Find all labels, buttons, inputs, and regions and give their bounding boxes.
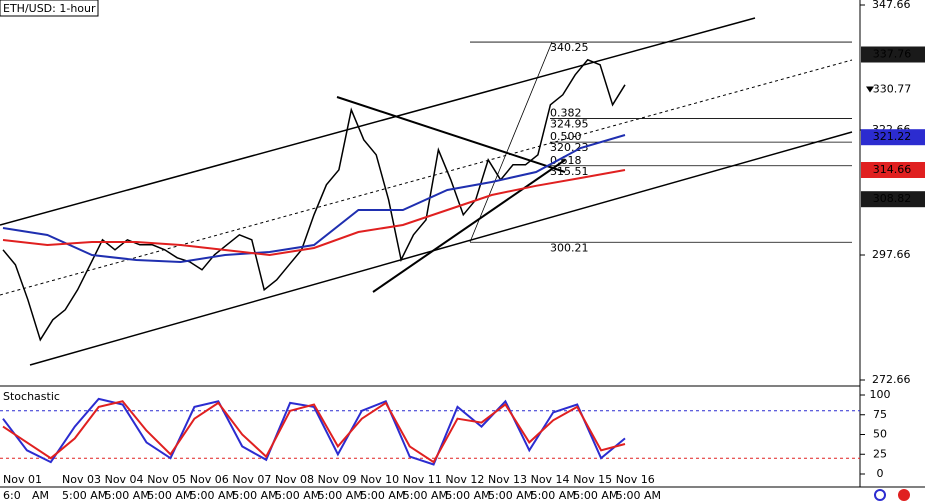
x-date-label: Nov 03 <box>62 473 101 486</box>
fib-ratio-label: 0.500 <box>550 130 582 143</box>
price-tag <box>861 129 925 146</box>
price-line <box>2 58 626 342</box>
stoch-line <box>2 397 626 466</box>
price-tag <box>861 46 925 63</box>
x-time-label: 5:00 AM <box>573 489 618 502</box>
price-tag <box>861 162 925 178</box>
x-time-label: 5:00 AM <box>403 489 448 502</box>
y-tick-label: 347.66 <box>872 0 911 11</box>
x-time-label: AM <box>32 489 49 502</box>
moving-average <box>2 134 626 264</box>
x-date-label: Nov 11 <box>403 473 442 486</box>
y-tick-label: 272.66 <box>872 373 911 386</box>
x-date-label: Nov 01 <box>3 473 42 486</box>
x-date-label: Nov 12 <box>445 473 484 486</box>
price-tag <box>861 81 925 98</box>
x-date-label: Nov 04 <box>105 473 144 486</box>
x-date-label: Nov 08 <box>275 473 314 486</box>
x-date-label: Nov 15 <box>573 473 612 486</box>
x-time-label: 6:0 <box>3 489 21 502</box>
price-tag <box>861 191 925 208</box>
stoch-tick-label: 25 <box>873 447 887 460</box>
triangle-bottom <box>372 159 566 293</box>
fib-ratio-label: 0.382 <box>550 107 582 120</box>
close-icon[interactable] <box>898 489 910 501</box>
stoch-tick-label: 75 <box>873 408 887 421</box>
fib-price-label: 315.51 <box>550 165 589 178</box>
stoch-title: Stochastic <box>3 390 60 403</box>
fib-price-label: 324.95 <box>550 118 589 131</box>
stoch-tick-label: 0 <box>877 467 884 480</box>
x-time-label: 5:00 AM <box>190 489 235 502</box>
chart-title: ETH/USD: 1-hour <box>3 2 96 15</box>
moving-average <box>2 169 626 257</box>
fib-price-label: 300.21 <box>550 241 589 254</box>
stoch-line <box>2 400 626 464</box>
fib-price-label: 320.23 <box>550 141 589 154</box>
x-time-label: 5:00 AM <box>616 489 661 502</box>
x-time-label: 5:00 AM <box>105 489 150 502</box>
price-tag-label: 314.66 <box>873 163 912 176</box>
x-time-label: 5:00 AM <box>360 489 405 502</box>
x-date-label: Nov 16 <box>616 473 655 486</box>
x-date-label: Nov 05 <box>147 473 186 486</box>
title-box <box>0 0 99 17</box>
x-time-label: 5:00 AM <box>147 489 192 502</box>
x-date-label: Nov 09 <box>318 473 357 486</box>
x-time-label: 5:00 AM <box>232 489 277 502</box>
x-time-label: 5:00 AM <box>318 489 363 502</box>
x-time-label: 5:00 AM <box>62 489 107 502</box>
fib-anchor <box>469 41 553 243</box>
x-date-label: Nov 07 <box>232 473 271 486</box>
price-tag-label: 337.76 <box>873 48 912 61</box>
stoch-tick-label: 50 <box>873 428 887 441</box>
link-icon[interactable] <box>874 489 886 501</box>
fib-ratio-label: 0.618 <box>550 154 582 167</box>
price-tag-label: 321.22 <box>873 130 912 143</box>
y-tick-label: 297.66 <box>872 248 911 261</box>
x-time-label: 5:00 AM <box>531 489 576 502</box>
x-time-label: 5:00 AM <box>275 489 320 502</box>
price-tag-label: 308.82 <box>873 192 912 205</box>
channel-top <box>0 17 756 226</box>
x-date-label: Nov 14 <box>531 473 570 486</box>
price-tag-label: 330.77 <box>873 82 912 95</box>
x-time-label: 5:00 AM <box>488 489 533 502</box>
stoch-tick-label: 100 <box>870 388 891 401</box>
x-time-label: 5:00 AM <box>445 489 490 502</box>
window-icons[interactable] <box>874 489 910 501</box>
x-date-label: Nov 06 <box>190 473 229 486</box>
x-date-label: Nov 10 <box>360 473 399 486</box>
fib-price-label: 340.25 <box>550 41 589 54</box>
triangle-top <box>336 96 566 173</box>
x-date-label: Nov 13 <box>488 473 527 486</box>
price-arrow <box>866 86 874 93</box>
channel-bottom <box>29 131 853 366</box>
